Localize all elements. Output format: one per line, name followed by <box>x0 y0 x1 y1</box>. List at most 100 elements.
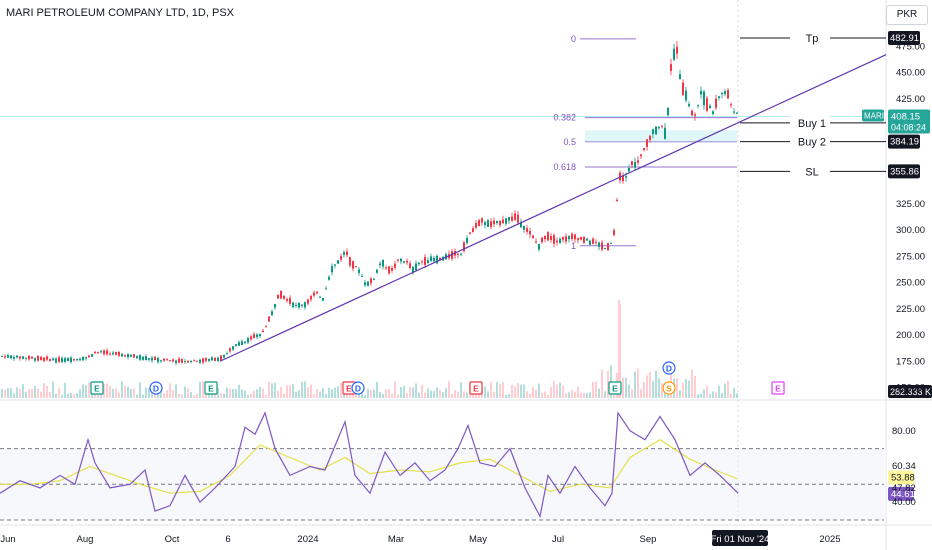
volume-bar <box>340 382 342 398</box>
volume-bar <box>304 381 306 398</box>
time-tick-label: Jun <box>0 534 15 545</box>
volume-bar <box>433 391 435 398</box>
volume-bar <box>199 381 201 398</box>
volume-bar <box>244 390 246 398</box>
fib-label: 0 <box>571 34 576 44</box>
trendline[interactable] <box>219 54 887 362</box>
candle-body <box>565 236 567 242</box>
candle-body <box>301 304 303 306</box>
rsi-badge <box>888 486 914 501</box>
candle-body <box>697 105 699 107</box>
candle-body <box>91 354 93 357</box>
level-price-value: 355.86 <box>890 166 919 177</box>
candle-body <box>31 356 33 359</box>
candle-body <box>502 219 504 224</box>
volume-bar <box>601 369 603 398</box>
candle-body <box>694 114 696 116</box>
candle-body <box>88 355 90 358</box>
candle-body <box>703 91 705 106</box>
candle-body <box>403 261 405 263</box>
volume-bar <box>598 388 600 398</box>
volume-bar <box>634 371 636 398</box>
candle-body <box>133 354 135 358</box>
candle-body <box>115 351 117 355</box>
candle-body <box>223 354 225 358</box>
candle-body <box>613 230 615 236</box>
candle-body <box>469 232 471 234</box>
candle-body <box>727 89 729 99</box>
volume-bar <box>190 391 192 398</box>
candle-body <box>148 358 150 360</box>
candle-body <box>55 358 57 363</box>
last-price-value: 408.15 <box>891 111 920 122</box>
candle-body <box>421 261 423 263</box>
volume-bar <box>289 385 291 398</box>
volume-bar <box>247 394 249 398</box>
candle-body <box>22 356 24 360</box>
candle-body <box>700 90 702 95</box>
volume-bar <box>259 386 261 398</box>
volume-bar <box>79 389 81 398</box>
volume-bar <box>169 383 171 398</box>
candle-body <box>154 356 156 361</box>
volume-bar <box>61 394 63 398</box>
candle-body <box>79 358 81 361</box>
volume-bar <box>58 388 60 398</box>
volume-bar <box>430 390 432 398</box>
volume-bar <box>454 390 456 398</box>
candle-body <box>310 295 312 300</box>
volume-bar <box>70 392 72 398</box>
candle-body <box>268 316 270 322</box>
candle-body <box>706 98 708 111</box>
volume-bar <box>721 393 723 398</box>
candle-body <box>460 253 462 255</box>
volume-bar <box>127 386 129 398</box>
candle-body <box>67 357 69 362</box>
candle-body <box>409 263 411 269</box>
candle-body <box>61 358 63 363</box>
candle-body <box>85 357 87 359</box>
candle-body <box>247 337 249 343</box>
volume-bar <box>154 392 156 398</box>
volume-bar <box>526 391 528 398</box>
candle-body <box>427 260 429 264</box>
candle-body <box>292 302 294 307</box>
volume-bar <box>313 394 315 398</box>
candle-body <box>376 269 378 273</box>
volume-bar <box>442 392 444 398</box>
volume-bar <box>19 388 21 398</box>
candle-body <box>424 256 426 265</box>
candle-body <box>229 348 231 352</box>
volume-bar <box>298 390 300 398</box>
volume-bar <box>700 393 702 398</box>
price-tick-label: 275.00 <box>896 251 925 262</box>
volume-bar <box>322 388 324 398</box>
candle-body <box>628 168 630 172</box>
volume-bar <box>589 392 591 398</box>
fibonacci-levels: 0 0.382 0.5 0.618 1 <box>553 34 737 251</box>
volume-bar <box>505 394 507 398</box>
price-tick-label: 450.00 <box>896 68 925 79</box>
candle-body <box>508 216 510 221</box>
candle-body <box>406 260 408 263</box>
volume-bar <box>445 388 447 398</box>
currency-button[interactable]: PKR <box>886 5 928 25</box>
candle-body <box>601 242 603 250</box>
event-label: E <box>346 384 352 394</box>
volume-bar <box>64 382 66 398</box>
event-label: E <box>612 384 618 394</box>
candle-body <box>43 357 45 361</box>
event-marker-e <box>608 381 622 395</box>
volume-bar <box>694 375 696 398</box>
candle-body <box>733 111 735 113</box>
candle-body <box>76 359 78 361</box>
candle-body <box>70 357 72 363</box>
volume-bar <box>106 383 108 398</box>
level-label: SL <box>805 166 818 178</box>
rsi-value: 44.61 <box>891 489 915 500</box>
candle-body <box>718 96 720 98</box>
candle-body <box>64 358 66 362</box>
volume-bar <box>181 394 183 398</box>
